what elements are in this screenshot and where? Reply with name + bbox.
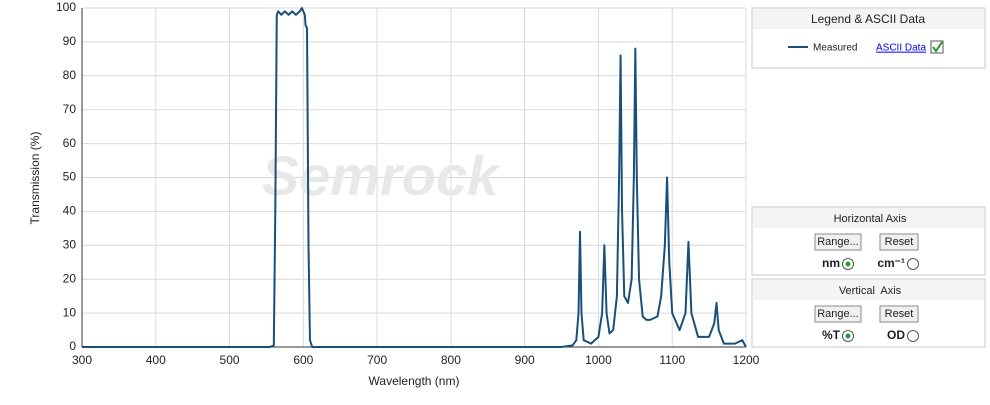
y-axis-label: Transmission (%) <box>28 132 42 225</box>
panel-header <box>753 208 984 228</box>
button-label: Range... <box>817 308 859 320</box>
radio-dot <box>845 333 851 339</box>
radio[interactable] <box>907 330 919 342</box>
radio-label: %T <box>822 328 841 342</box>
x-tick-label: 1000 <box>585 353 612 367</box>
check-mark <box>932 41 943 53</box>
x-axis-label: Wavelength (nm) <box>369 374 460 388</box>
y-tick-label: 60 <box>63 136 77 150</box>
panel-header <box>753 280 984 300</box>
range-button[interactable] <box>814 305 862 323</box>
radio-label: nm <box>822 256 840 270</box>
y-tick-label: 80 <box>63 68 77 82</box>
radio-dot <box>845 261 851 267</box>
radio-label: cm⁻¹ <box>877 256 905 270</box>
x-tick-label: 1200 <box>733 353 760 367</box>
x-tick-label: 300 <box>72 353 92 367</box>
radio[interactable] <box>907 258 919 270</box>
x-tick-label: 600 <box>293 353 313 367</box>
x-tick-label: 500 <box>220 353 240 367</box>
button-label: Reset <box>885 308 914 320</box>
y-tick-label: 10 <box>63 305 77 319</box>
series-line <box>82 7 747 348</box>
button-label: Range... <box>817 236 859 248</box>
y-tick-label: 100 <box>56 0 76 14</box>
reset-button[interactable] <box>879 233 919 251</box>
y-tick-label: 70 <box>63 102 77 116</box>
legend-entry: Measured <box>813 43 857 54</box>
legend-title: Legend & ASCII Data <box>811 12 925 26</box>
watermark: Semrock <box>262 144 501 207</box>
ascii-link[interactable]: ASCII Data <box>876 43 926 54</box>
y-tick-label: 20 <box>63 271 77 285</box>
y-tick-label: 0 <box>69 339 76 353</box>
x-tick-label: 900 <box>515 353 535 367</box>
y-tick-label: 90 <box>63 34 77 48</box>
x-tick-label: 1100 <box>659 353 685 367</box>
panel-title: Vertical Axis <box>839 285 902 297</box>
x-tick-label: 400 <box>146 353 166 367</box>
y-tick-label: 30 <box>63 237 77 251</box>
panel-title: Horizontal Axis <box>834 213 907 225</box>
panel-header <box>753 9 984 29</box>
button-label: Reset <box>885 236 914 248</box>
x-tick-label: 800 <box>441 353 461 367</box>
y-tick-label: 50 <box>63 170 77 184</box>
radio-label: OD <box>887 328 905 342</box>
reset-button[interactable] <box>879 305 919 323</box>
x-tick-label: 700 <box>367 353 387 367</box>
y-tick-label: 40 <box>63 204 77 218</box>
range-button[interactable] <box>814 233 862 251</box>
